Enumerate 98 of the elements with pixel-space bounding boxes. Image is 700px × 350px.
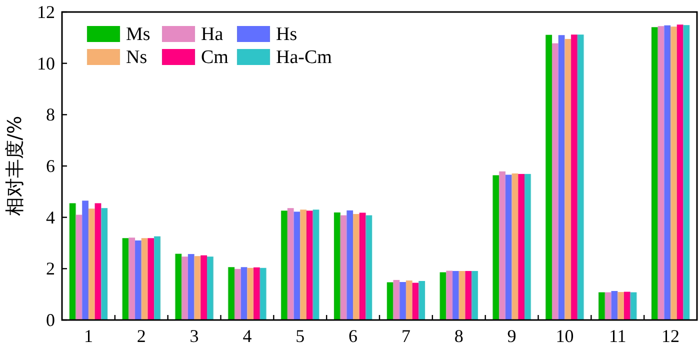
bar (353, 214, 360, 320)
bar (524, 174, 531, 320)
bar (175, 254, 182, 320)
y-tick-label: 6 (46, 156, 55, 176)
bar (412, 282, 419, 320)
bar (359, 212, 366, 320)
bar (366, 215, 372, 320)
bar (182, 256, 188, 320)
x-tick-label: 5 (296, 326, 305, 346)
bar (512, 173, 518, 320)
bar (88, 208, 95, 320)
bar (206, 256, 214, 320)
bar (624, 292, 630, 320)
bar (287, 208, 294, 320)
bar (518, 174, 524, 320)
bar (128, 238, 136, 320)
bar (94, 203, 102, 320)
x-tick-label: 1 (84, 326, 93, 346)
x-tick-label: 11 (608, 326, 626, 346)
bar (254, 267, 260, 320)
x-tick-label: 8 (454, 326, 464, 346)
bar (658, 26, 664, 320)
bar (564, 38, 572, 320)
bar (135, 240, 142, 320)
bar (604, 292, 612, 320)
bar (76, 214, 82, 320)
bar (260, 268, 266, 320)
bar (670, 26, 677, 320)
bar (611, 290, 618, 320)
bar (676, 24, 684, 320)
bar (122, 238, 129, 320)
bar (240, 267, 248, 320)
bar (440, 272, 446, 320)
bar (148, 238, 154, 320)
y-axis-title: 相对丰度/% (4, 116, 26, 216)
bar (630, 292, 637, 320)
bar (194, 256, 201, 320)
bar (571, 34, 578, 320)
bar (141, 238, 148, 320)
bar (618, 292, 624, 320)
bar (281, 210, 288, 320)
bar (558, 35, 565, 320)
bar (406, 280, 412, 320)
x-tick-label: 6 (348, 326, 358, 346)
bar (306, 210, 313, 320)
bar (340, 215, 347, 320)
bar (101, 208, 108, 320)
y-tick-label: 10 (37, 53, 55, 74)
x-tick-label: 4 (242, 326, 252, 346)
x-tick-label: 2 (136, 326, 146, 346)
bar (499, 171, 506, 320)
y-tick-label: 12 (37, 2, 55, 22)
legend-label: Ha-Cm (276, 47, 332, 68)
legend-label: Hs (276, 24, 298, 45)
legend-label: Ns (126, 47, 148, 68)
bar (505, 174, 512, 320)
bar (552, 43, 558, 320)
bar (154, 236, 160, 320)
legend-label: Cm (201, 47, 229, 68)
bar (546, 34, 552, 320)
bar (312, 210, 320, 320)
bar (294, 212, 300, 320)
x-tick-label: 12 (662, 326, 680, 346)
bar (234, 268, 241, 320)
y-tick-label: 2 (46, 258, 55, 279)
bar (393, 280, 400, 320)
bar (69, 203, 76, 320)
bar (664, 25, 671, 320)
bar (247, 268, 254, 320)
bar (346, 210, 354, 320)
y-tick-label: 0 (46, 310, 55, 330)
bar (651, 27, 658, 320)
bar (452, 270, 459, 320)
bar (228, 267, 235, 320)
x-tick-label: 3 (190, 326, 199, 346)
bar (683, 25, 690, 320)
bar (200, 255, 207, 320)
bar (577, 34, 584, 320)
x-tick-label: 10 (556, 326, 574, 346)
bar (400, 282, 406, 320)
bar (300, 210, 306, 320)
bar (472, 270, 478, 320)
legend-label: Ms (126, 24, 150, 45)
bar (82, 200, 88, 320)
x-tick-label: 9 (507, 326, 516, 346)
y-tick-label: 8 (46, 104, 55, 125)
bar (465, 270, 472, 320)
bar (598, 292, 605, 320)
bar (458, 270, 466, 320)
bar (492, 175, 500, 320)
legend-label: Ha (201, 24, 224, 45)
bar (334, 212, 340, 320)
bar (188, 254, 194, 320)
y-tick-label: 4 (46, 207, 55, 228)
bar (446, 270, 453, 320)
bar (418, 280, 426, 320)
x-tick-label: 7 (401, 326, 410, 346)
bar (386, 282, 394, 320)
